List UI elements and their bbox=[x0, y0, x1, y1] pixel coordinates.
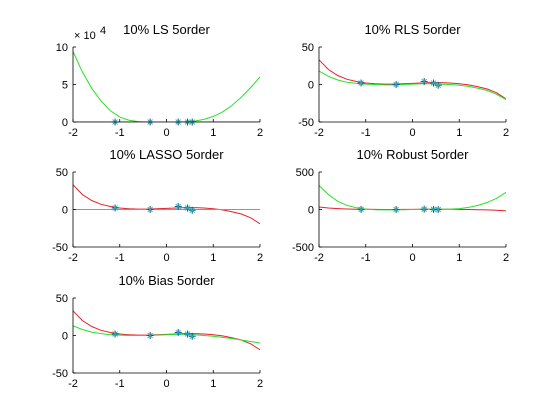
subplot-4: -2 -1 0 1 2 -500 0 500 10% Robust 5order bbox=[292, 147, 509, 264]
x-tick-label: 1 bbox=[210, 127, 216, 139]
series-line-1 bbox=[319, 206, 506, 212]
x-tick-label: 2 bbox=[257, 252, 263, 264]
data-point bbox=[392, 81, 400, 88]
x-tick-label: -1 bbox=[115, 252, 125, 264]
y-tick-label: 0 bbox=[62, 205, 68, 217]
x-tick-label: 0 bbox=[409, 252, 415, 264]
y-tick-label: 50 bbox=[56, 167, 68, 179]
data-point bbox=[111, 204, 119, 212]
x-tick-label: 1 bbox=[210, 252, 216, 264]
y-multiplier-label: × 10 bbox=[74, 30, 96, 42]
data-point bbox=[188, 206, 196, 214]
x-tick-label: -2 bbox=[314, 127, 324, 139]
y-tick-label: -50 bbox=[52, 368, 68, 380]
data-point bbox=[434, 81, 442, 89]
x-tick-label: -1 bbox=[115, 378, 125, 390]
x-tick-label: -1 bbox=[361, 127, 371, 139]
data-point bbox=[357, 205, 365, 213]
subplot-title: 10% Bias 5order bbox=[118, 273, 215, 288]
x-tick-label: 0 bbox=[409, 127, 415, 139]
x-tick-label: -2 bbox=[314, 252, 324, 264]
subplot-5: -2 -1 0 1 2 -50 0 50 10% Bias 5order bbox=[52, 273, 263, 390]
series-line-2 bbox=[73, 51, 260, 122]
subplot-3: -2 -1 0 1 2 -50 0 50 10% LASSO 5order bbox=[52, 147, 263, 264]
series-line-1 bbox=[319, 59, 506, 100]
x-tick-label: 2 bbox=[503, 252, 509, 264]
data-point bbox=[146, 206, 154, 213]
x-tick-label: 2 bbox=[503, 127, 509, 139]
subplot-title: 10% Robust 5order bbox=[356, 147, 469, 162]
series-line-2 bbox=[73, 325, 260, 344]
data-point bbox=[420, 78, 428, 85]
y-tick-label: 0 bbox=[308, 205, 314, 217]
x-tick-label: 2 bbox=[257, 127, 263, 139]
y-tick-label: 50 bbox=[302, 42, 314, 54]
y-tick-label: -500 bbox=[292, 242, 314, 254]
data-point bbox=[188, 332, 196, 340]
x-tick-label: -1 bbox=[115, 127, 125, 139]
x-tick-label: -1 bbox=[361, 252, 371, 264]
y-tick-label: 0 bbox=[62, 117, 68, 129]
y-tick-label: -50 bbox=[52, 242, 68, 254]
subplot-title: 10% LS 5order bbox=[123, 22, 210, 37]
y-tick-label: 0 bbox=[308, 80, 314, 92]
y-tick-label: 10 bbox=[56, 42, 68, 54]
x-tick-label: 0 bbox=[163, 378, 169, 390]
x-tick-label: 1 bbox=[210, 378, 216, 390]
subplot-title: 10% LASSO 5order bbox=[109, 147, 224, 162]
data-point bbox=[174, 203, 182, 210]
y-multiplier-exponent: 4 bbox=[100, 25, 106, 37]
y-tick-label: 5 bbox=[62, 80, 68, 92]
x-tick-label: 0 bbox=[163, 127, 169, 139]
series-line-1 bbox=[73, 310, 260, 351]
subplot-1: -2 -1 0 1 2 0 5 10 × 10 4 10% LS 5order bbox=[56, 22, 263, 139]
y-tick-label: 500 bbox=[296, 167, 314, 179]
data-point bbox=[111, 330, 119, 338]
data-point bbox=[174, 329, 182, 336]
series-line-2 bbox=[319, 185, 506, 211]
x-tick-label: 2 bbox=[257, 378, 263, 390]
y-tick-label: 0 bbox=[62, 331, 68, 343]
y-tick-label: -50 bbox=[298, 117, 314, 129]
series-line-1 bbox=[73, 184, 260, 225]
x-tick-label: -2 bbox=[68, 378, 78, 390]
x-tick-label: 1 bbox=[456, 127, 462, 139]
data-point bbox=[357, 79, 365, 87]
series-line-2 bbox=[319, 70, 506, 100]
data-point bbox=[392, 206, 400, 213]
data-point bbox=[434, 206, 442, 214]
x-tick-label: -2 bbox=[68, 252, 78, 264]
y-tick-label: 50 bbox=[56, 293, 68, 305]
x-tick-label: 0 bbox=[163, 252, 169, 264]
x-tick-label: 1 bbox=[456, 252, 462, 264]
data-point bbox=[146, 332, 154, 339]
x-tick-label: -2 bbox=[68, 127, 78, 139]
data-point bbox=[420, 205, 428, 213]
subplot-title: 10% RLS 5order bbox=[364, 22, 461, 37]
subplot-2: -2 -1 0 1 2 -50 0 50 10% RLS 5order bbox=[298, 22, 509, 139]
